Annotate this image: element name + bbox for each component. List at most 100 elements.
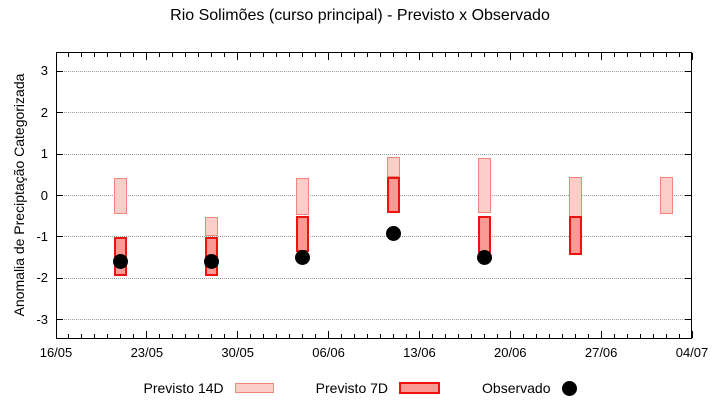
x-tick-bottom <box>107 334 109 338</box>
x-tick-bottom <box>379 334 381 338</box>
x-tick-bottom <box>483 334 485 338</box>
x-tick-top <box>81 53 83 57</box>
x-tick-top <box>652 53 654 57</box>
x-tick-bottom <box>652 334 654 338</box>
x-tick-top <box>315 53 317 57</box>
x-tick-label: 23/05 <box>130 345 164 360</box>
x-tick-top <box>198 53 200 57</box>
y-tick-right <box>685 195 691 196</box>
previsto-14d-bar <box>114 177 128 215</box>
x-tick-bottom <box>237 331 239 338</box>
x-tick-bottom <box>392 334 394 338</box>
legend-dot-observado-icon <box>561 380 577 396</box>
legend-label-previsto-14d: Previsto 14D <box>143 380 224 396</box>
x-tick-top <box>509 53 511 60</box>
x-tick-bottom <box>185 334 187 338</box>
x-tick-top <box>120 53 122 57</box>
x-tick-bottom <box>470 334 472 338</box>
gridline <box>57 70 691 72</box>
x-tick-bottom <box>431 334 433 338</box>
legend-item-observado: Observado <box>482 380 577 396</box>
x-tick-bottom <box>263 334 265 338</box>
y-tick-label: -2 <box>36 270 48 286</box>
x-tick-top <box>600 53 602 60</box>
x-tick-top <box>146 53 148 60</box>
legend-swatch-previsto-7d-icon <box>399 382 441 394</box>
previsto-14d-bar <box>386 157 400 178</box>
x-tick-bottom <box>522 334 524 338</box>
x-tick-top <box>237 53 239 60</box>
x-tick-top <box>431 53 433 57</box>
x-tick-bottom <box>289 334 291 338</box>
x-tick-top <box>354 53 356 57</box>
x-tick-bottom <box>613 334 615 338</box>
x-tick-top <box>289 53 291 57</box>
plot-area-border <box>56 52 692 339</box>
y-tick-left <box>57 236 63 238</box>
x-tick-top <box>522 53 524 57</box>
x-tick-top <box>328 53 330 60</box>
x-tick-bottom <box>328 331 330 338</box>
gridline <box>57 236 691 238</box>
legend-label-observado: Observado <box>482 380 551 396</box>
y-tick-label: 3 <box>40 63 48 79</box>
x-tick-top <box>107 53 109 57</box>
x-tick-label: 27/06 <box>584 345 618 360</box>
gridline <box>57 195 691 196</box>
x-tick-bottom <box>678 334 680 338</box>
previsto-14d-bar <box>205 217 219 237</box>
x-tick-bottom <box>159 334 161 338</box>
x-tick-bottom <box>600 331 602 338</box>
x-tick-bottom <box>496 334 498 338</box>
x-tick-top <box>587 53 589 57</box>
x-tick-bottom <box>691 331 693 338</box>
x-tick-top <box>159 53 161 57</box>
x-tick-bottom <box>457 334 459 338</box>
y-tick-label: 1 <box>40 146 48 162</box>
x-tick-top <box>276 53 278 57</box>
x-tick-top <box>224 53 226 57</box>
chart-title: Rio Solimões (curso principal) - Previst… <box>170 7 550 24</box>
y-tick-right <box>685 236 691 238</box>
observado-point <box>204 254 220 270</box>
x-tick-top <box>211 53 213 57</box>
y-tick-label: -1 <box>36 228 48 244</box>
x-tick-bottom <box>146 331 148 338</box>
x-tick-bottom <box>587 334 589 338</box>
y-tick-left <box>57 277 63 279</box>
x-tick-top <box>94 53 96 57</box>
x-tick-top <box>457 53 459 57</box>
x-tick-top <box>405 53 407 57</box>
x-tick-top <box>691 53 693 60</box>
x-tick-label: 06/06 <box>312 345 345 360</box>
x-tick-bottom <box>198 334 200 338</box>
x-tick-bottom <box>120 334 122 338</box>
x-tick-bottom <box>405 334 407 338</box>
previsto-14d-bar <box>568 177 582 217</box>
observado-point <box>295 250 311 266</box>
x-tick-top <box>483 53 485 57</box>
x-tick-top <box>185 53 187 57</box>
x-tick-label: 30/05 <box>221 345 254 360</box>
x-tick-bottom <box>81 334 83 338</box>
x-tick-top <box>68 53 70 57</box>
y-tick-left <box>57 112 63 114</box>
x-tick-bottom <box>367 334 368 338</box>
x-tick-bottom <box>341 334 343 338</box>
x-tick-top <box>341 53 343 57</box>
chart-legend: Previsto 14D Previsto 7D Observado <box>0 378 720 398</box>
x-tick-top <box>55 53 57 60</box>
x-tick-top <box>263 53 265 57</box>
previsto-14d-bar <box>477 158 491 214</box>
gridline <box>57 277 691 279</box>
x-tick-bottom <box>68 334 70 338</box>
x-tick-bottom <box>626 334 628 338</box>
gridline <box>57 153 691 155</box>
x-tick-bottom <box>665 334 667 338</box>
y-tick-label: -3 <box>36 311 48 327</box>
y-tick-right <box>685 153 691 155</box>
x-tick-top <box>392 53 394 57</box>
x-tick-bottom <box>418 331 420 338</box>
previsto-14d-bar <box>659 177 673 214</box>
x-tick-top <box>561 53 563 57</box>
